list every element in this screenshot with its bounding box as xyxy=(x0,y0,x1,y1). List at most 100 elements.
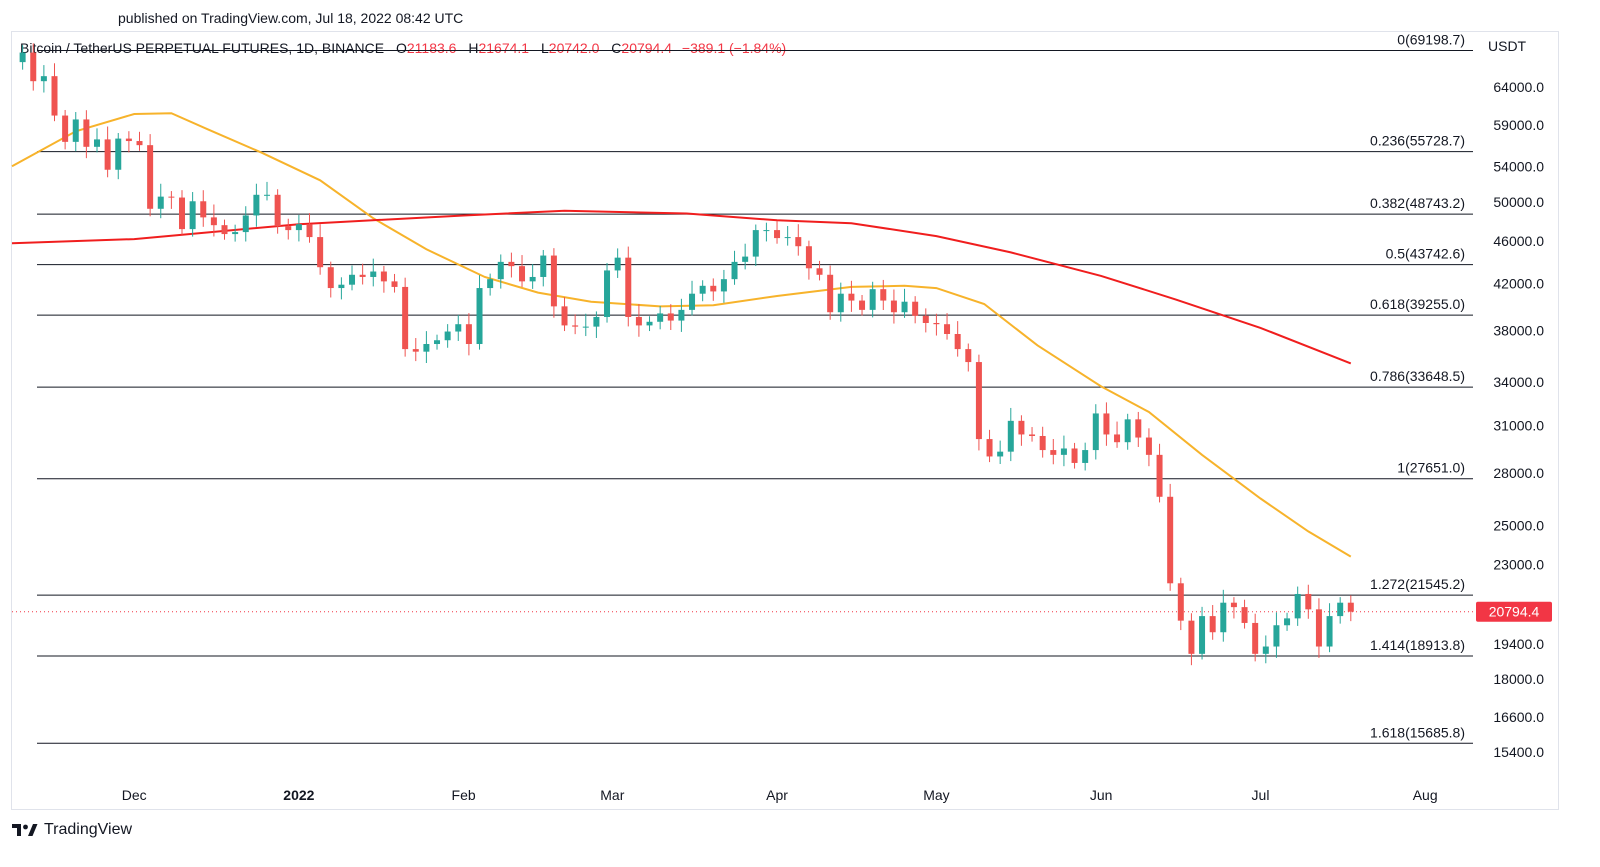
candle-body-34 xyxy=(370,271,377,277)
fib-label-1: 0.236(55728.7) xyxy=(1370,133,1465,149)
candle-body-55 xyxy=(593,316,600,327)
candle-body-121 xyxy=(1294,593,1301,619)
candle-body-104 xyxy=(1114,434,1121,443)
candle-body-85 xyxy=(912,301,919,316)
candle-body-19 xyxy=(210,217,217,226)
candle-body-71 xyxy=(763,230,770,232)
candle-body-93 xyxy=(997,451,1004,457)
candle-body-98 xyxy=(1050,450,1057,455)
candle-body-50 xyxy=(540,255,547,277)
candle-body-24 xyxy=(264,194,271,196)
candle-body-123 xyxy=(1315,609,1322,647)
chart-frame[interactable] xyxy=(11,31,1559,810)
candle-body-16 xyxy=(179,197,186,230)
y-tick-9: 28000.0 xyxy=(1493,465,1544,481)
candle-body-57 xyxy=(614,257,621,271)
candle-body-21 xyxy=(232,232,239,235)
candle-body-107 xyxy=(1145,437,1152,455)
footer-brand-label: TradingView xyxy=(44,821,133,838)
candle-body-101 xyxy=(1082,450,1089,463)
fib-label-8: 1.414(18913.8) xyxy=(1370,637,1465,653)
candle-body-115 xyxy=(1230,602,1237,608)
low-value: 20742.0 xyxy=(548,40,600,56)
candle-body-68 xyxy=(731,261,738,280)
candle-body-90 xyxy=(965,349,972,363)
candle-body-12 xyxy=(136,141,143,146)
close-label: C xyxy=(611,40,622,56)
candle-body-42 xyxy=(455,324,462,332)
candle-body-73 xyxy=(784,237,791,239)
candle-body-95 xyxy=(1018,420,1025,435)
candle-body-7 xyxy=(83,119,90,147)
candle-body-79 xyxy=(848,293,855,301)
candle-body-72 xyxy=(774,230,781,239)
close-value: 20794.4 xyxy=(621,40,673,56)
candle-body-26 xyxy=(285,226,292,231)
candle-body-67 xyxy=(720,279,727,292)
candle-body-37 xyxy=(402,286,409,350)
x-tick-2: Feb xyxy=(452,787,476,803)
candle-body-5 xyxy=(62,115,69,142)
candle-body-124 xyxy=(1326,616,1333,647)
axis-unit: USDT xyxy=(1488,38,1527,54)
symbol-title: Bitcoin / TetherUS PERPETUAL FUTURES, 1D… xyxy=(20,40,385,56)
last-price-badge xyxy=(1476,601,1552,622)
candle-body-83 xyxy=(890,300,897,313)
candle-body-70 xyxy=(752,230,759,257)
candle-body-76 xyxy=(816,268,823,275)
candle-body-23 xyxy=(253,194,260,216)
candle-body-66 xyxy=(710,285,717,292)
candle-body-92 xyxy=(986,439,993,457)
open-value: 21183.6 xyxy=(406,40,457,56)
candle-body-48 xyxy=(519,266,526,282)
candle-body-122 xyxy=(1305,593,1312,610)
candle-body-3 xyxy=(40,76,47,82)
candle-body-64 xyxy=(689,293,696,310)
candle-body-88 xyxy=(944,324,951,335)
candle-body-53 xyxy=(572,325,579,327)
y-tick-0: 64000.0 xyxy=(1493,79,1544,95)
fib-label-9: 1.618(15685.8) xyxy=(1370,724,1465,740)
x-tick-5: May xyxy=(923,787,949,803)
y-tick-7: 34000.0 xyxy=(1493,374,1544,390)
candle-body-45 xyxy=(487,279,494,289)
candle-body-110 xyxy=(1177,583,1184,621)
tradingview-logo-icon xyxy=(12,824,38,836)
candle-body-111 xyxy=(1188,620,1195,654)
published-note: published on TradingView.com, Jul 18, 20… xyxy=(118,10,464,26)
candle-body-61 xyxy=(657,313,664,322)
candle-body-120 xyxy=(1284,618,1291,626)
candle-body-43 xyxy=(465,324,472,345)
candle-body-28 xyxy=(306,224,313,238)
fib-label-4: 0.618(39255.0) xyxy=(1370,296,1465,312)
fib-label-7: 1.272(21545.2) xyxy=(1370,576,1465,592)
candle-body-69 xyxy=(742,256,749,262)
ma50-line xyxy=(11,112,1352,558)
candle-body-74 xyxy=(795,237,802,247)
candle-body-58 xyxy=(625,257,632,317)
fib-label-5: 0.786(33648.5) xyxy=(1370,368,1465,384)
candle-body-27 xyxy=(295,224,302,231)
candle-body-81 xyxy=(869,289,876,310)
candle-body-30 xyxy=(327,267,334,289)
candle-body-100 xyxy=(1071,448,1078,463)
candle-body-118 xyxy=(1262,646,1269,654)
y-tick-12: 19400.0 xyxy=(1493,636,1544,652)
candle-body-54 xyxy=(582,326,589,328)
y-tick-8: 31000.0 xyxy=(1493,417,1544,433)
y-tick-14: 16600.0 xyxy=(1493,709,1544,725)
candle-body-10 xyxy=(115,138,122,170)
candle-body-105 xyxy=(1124,419,1131,443)
y-tick-3: 50000.0 xyxy=(1493,194,1544,210)
y-tick-6: 38000.0 xyxy=(1493,322,1544,338)
low-label: L xyxy=(540,40,549,56)
candle-body-126 xyxy=(1347,602,1354,612)
candle-body-86 xyxy=(922,315,929,323)
candle-body-112 xyxy=(1199,616,1206,654)
y-tick-2: 54000.0 xyxy=(1493,158,1544,174)
fib-label-0: 0(69198.7) xyxy=(1397,32,1465,48)
x-tick-4: Apr xyxy=(766,787,788,803)
y-tick-4: 46000.0 xyxy=(1493,233,1544,249)
y-tick-11: 23000.0 xyxy=(1493,557,1544,573)
